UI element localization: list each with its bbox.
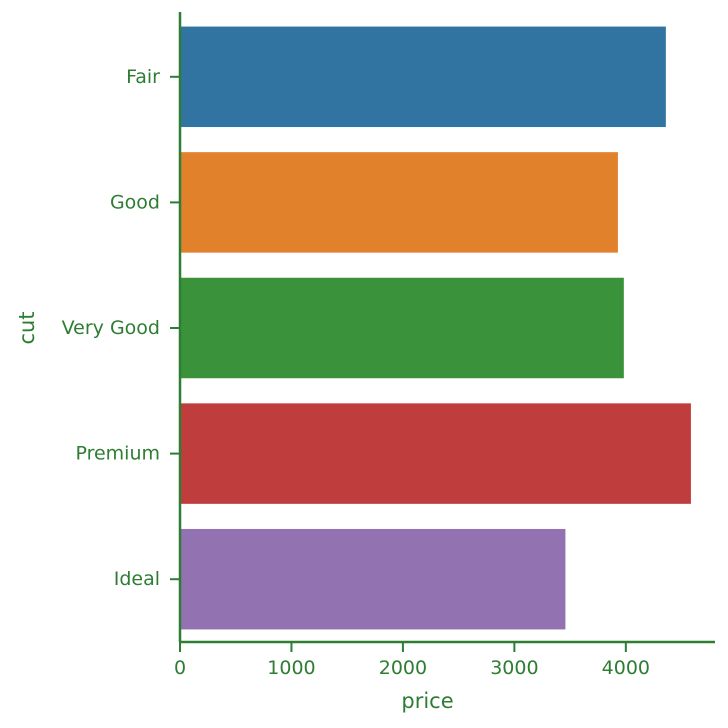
x-axis-title: price [401, 689, 453, 713]
y-tick-label-premium: Premium [75, 443, 160, 465]
bar-good [180, 152, 618, 253]
x-tick-label-1000: 1000 [267, 657, 315, 679]
y-ticks-group: Fair Good Very Good Premium Ideal [62, 66, 180, 590]
x-tick-label-0: 0 [174, 657, 186, 679]
bar-fair [180, 26, 666, 128]
bar-ideal [180, 528, 566, 630]
bar-very-good [180, 277, 624, 379]
y-tick-label-fair: Fair [126, 66, 160, 88]
bar-premium [180, 403, 691, 504]
x-tick-label-2000: 2000 [379, 657, 427, 679]
y-axis-title: cut [15, 311, 39, 344]
x-tick-label-3000: 3000 [490, 657, 538, 679]
y-tick-label-good: Good [110, 191, 160, 213]
y-tick-label-ideal: Ideal [114, 568, 160, 590]
x-ticks-group: 0 1000 2000 3000 4000 [174, 642, 650, 679]
y-tick-label-very-good: Very Good [62, 317, 160, 339]
x-tick-label-4000: 4000 [602, 657, 650, 679]
bars-group [180, 26, 691, 630]
